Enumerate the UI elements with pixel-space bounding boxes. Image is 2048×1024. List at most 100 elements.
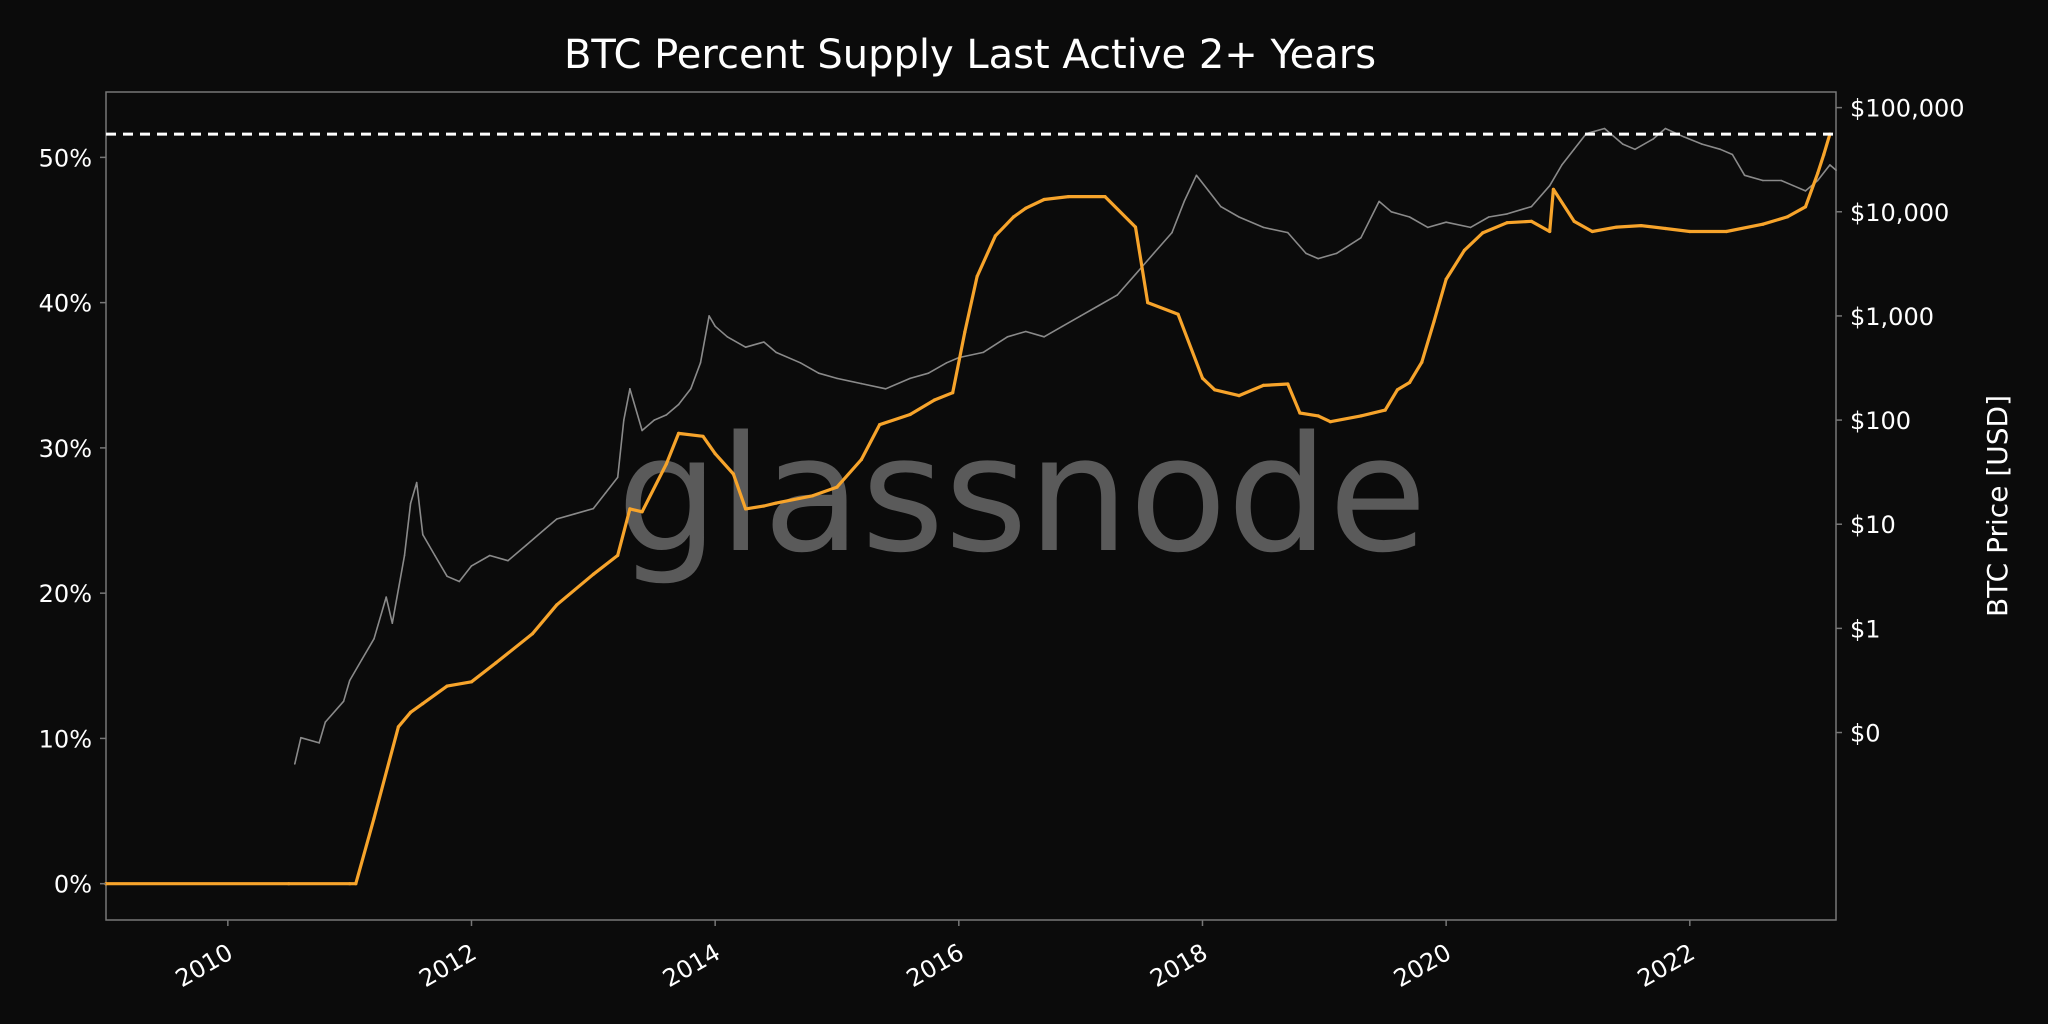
supply-point [744, 507, 748, 511]
btc-price-point [422, 533, 424, 536]
supply-point [932, 398, 937, 402]
supply-point [975, 274, 979, 279]
btc-price-point [616, 476, 619, 479]
supply-point [1432, 319, 1436, 324]
btc-price-point [714, 325, 716, 328]
btc-price-point [1207, 190, 1210, 192]
btc-price-point [1360, 237, 1362, 239]
supply-point [993, 234, 998, 238]
supply-point [348, 882, 352, 886]
btc-price-point [1829, 164, 1831, 166]
btc-price-point [1134, 273, 1137, 276]
btc-price-point [556, 518, 558, 520]
btc-price-point [434, 554, 436, 557]
y-left-tick-label: 50% [39, 144, 92, 172]
supply-point [1408, 380, 1412, 385]
y-right-tick-label: $1 [1850, 615, 1881, 643]
btc-price-point [1220, 205, 1222, 208]
supply-point [1548, 229, 1552, 234]
y-right-tick-label: $0 [1850, 720, 1881, 748]
y-right-tick-label: $10,000 [1850, 199, 1949, 227]
y-left-tick-label: 10% [39, 725, 92, 753]
btc-price-point [1262, 226, 1265, 229]
btc-price-point [775, 351, 777, 354]
supply-point [774, 501, 778, 505]
supply-point [1328, 420, 1332, 424]
supply-point [591, 572, 595, 576]
supply-point [1200, 376, 1205, 380]
supply-point [1298, 411, 1302, 415]
btc-price-point [927, 372, 930, 375]
supply-point [859, 457, 864, 462]
btc-price-point [799, 362, 802, 364]
btc-price-point [1043, 336, 1045, 338]
supply-point [354, 882, 358, 886]
supply-point [409, 710, 413, 714]
chart-title: BTC Percent Supply Last Active 2+ Years [564, 32, 1376, 78]
supply-point [1146, 301, 1150, 305]
btc-price-point [1098, 304, 1100, 307]
btc-price-point [1378, 200, 1380, 203]
btc-price-point [1317, 257, 1319, 260]
btc-price-point [1152, 252, 1155, 255]
btc-price-point [945, 362, 948, 364]
supply-point [1383, 408, 1387, 412]
btc-price-point [1780, 179, 1782, 182]
supply-point [421, 702, 425, 706]
y-right-tick-label: $100,000 [1850, 95, 1965, 123]
supply-point [1590, 229, 1594, 234]
btc-price-point [665, 414, 668, 416]
btc-price-point [1195, 174, 1198, 177]
btc-price-point [525, 544, 528, 546]
btc-price-point [1171, 231, 1173, 234]
btc-price-point [1238, 216, 1240, 218]
supply-point [494, 661, 498, 665]
btc-price-point [1762, 179, 1764, 182]
btc-price-point [1603, 127, 1606, 130]
supply-point [835, 485, 839, 489]
btc-price-point [409, 502, 412, 505]
btc-price-point [574, 513, 576, 515]
btc-price-point [1792, 184, 1795, 187]
supply-point [396, 725, 400, 729]
supply-point [1066, 195, 1071, 199]
btc-price-point [677, 403, 680, 406]
btc-price-point [342, 700, 345, 703]
btc-price-point [1287, 231, 1289, 234]
btc-price-point [623, 419, 625, 421]
supply-point [1359, 414, 1363, 418]
btc-price-point [1652, 138, 1655, 140]
btc-price-point [1835, 169, 1837, 171]
supply-point [372, 816, 376, 820]
y-axis-left: 0% 10% 20% 30% 40% 50% [39, 144, 106, 899]
supply-point [1688, 229, 1692, 234]
btc-price-point [1025, 330, 1027, 333]
watermark-text: glassnode [617, 401, 1427, 588]
supply-point [1529, 219, 1533, 223]
supply-point [951, 391, 955, 395]
btc-price-point [1816, 179, 1819, 182]
supply-point [1103, 195, 1107, 199]
supply-point [701, 434, 705, 438]
supply-point [1816, 171, 1820, 175]
btc-price-point [1335, 252, 1338, 255]
btc-price-point [1548, 184, 1551, 187]
btc-price-point [361, 658, 363, 661]
supply-series-layer [104, 132, 1832, 886]
supply-point [1663, 226, 1667, 231]
supply-point [731, 472, 736, 476]
btc-price-point [373, 638, 375, 640]
y-left-tick-label: 20% [39, 580, 92, 608]
btc-price-point [1408, 216, 1411, 218]
btc-price-point [1664, 127, 1667, 130]
btc-price-point [1079, 315, 1082, 317]
btc-price-point [1488, 216, 1490, 218]
supply-point [1803, 205, 1808, 209]
btc-price-point [884, 388, 887, 390]
btc-price-point [1061, 325, 1064, 328]
supply-point [1261, 383, 1265, 387]
btc-price-point [653, 419, 655, 421]
btc-price-point [318, 742, 321, 744]
supply-point [713, 452, 717, 456]
